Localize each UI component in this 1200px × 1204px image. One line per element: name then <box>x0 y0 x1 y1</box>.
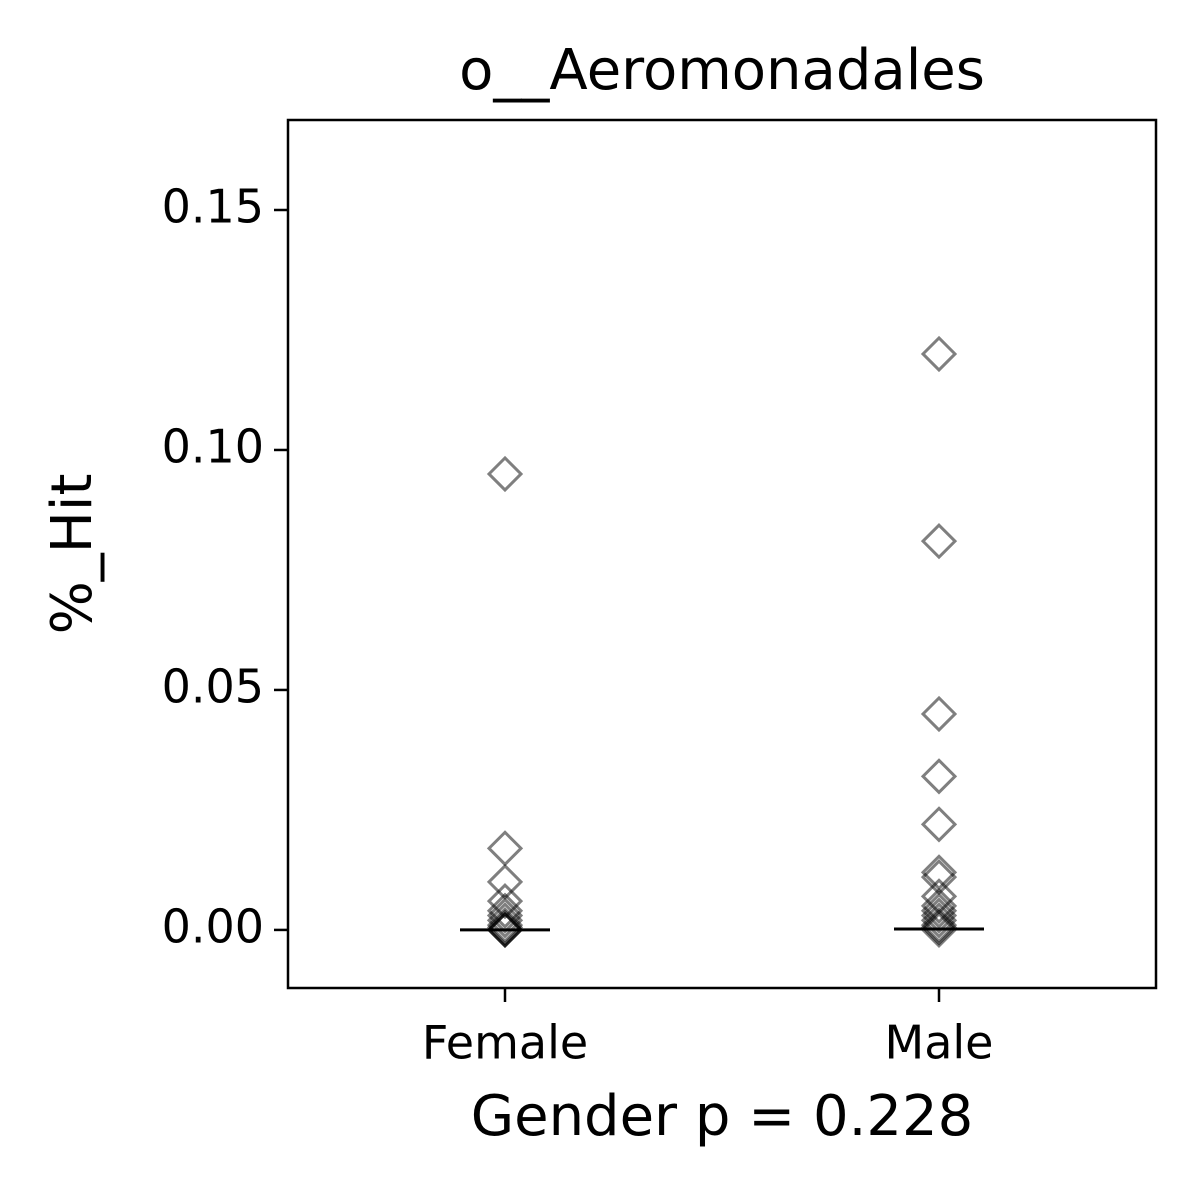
point <box>486 892 524 929</box>
point <box>920 902 958 939</box>
point <box>920 897 958 934</box>
point <box>920 695 958 733</box>
point <box>486 902 524 939</box>
y-tick-label: 0.15 <box>162 179 264 233</box>
point <box>920 911 958 949</box>
point <box>486 907 524 944</box>
plot-frame <box>286 118 1158 990</box>
x-tick-label: Female <box>422 1016 588 1070</box>
point <box>920 523 958 560</box>
point <box>486 909 524 946</box>
point <box>486 897 524 934</box>
point <box>920 335 958 373</box>
point <box>486 883 524 920</box>
y-tick-label: 0.10 <box>162 419 264 473</box>
point <box>486 455 524 493</box>
x-tick-label: Male <box>885 1016 994 1070</box>
point <box>920 887 958 925</box>
point <box>920 909 958 946</box>
chart-title: o__Aeromonadales <box>459 38 985 103</box>
point <box>486 911 524 949</box>
point <box>920 907 958 944</box>
point <box>920 758 958 795</box>
point <box>920 892 958 929</box>
y-axis-label: %_Hit <box>40 474 105 635</box>
point <box>920 806 958 843</box>
y-tick-label: 0.05 <box>162 659 264 713</box>
x-axis-label: Gender p = 0.228 <box>471 1084 974 1149</box>
y-tick-label: 0.00 <box>162 899 264 953</box>
